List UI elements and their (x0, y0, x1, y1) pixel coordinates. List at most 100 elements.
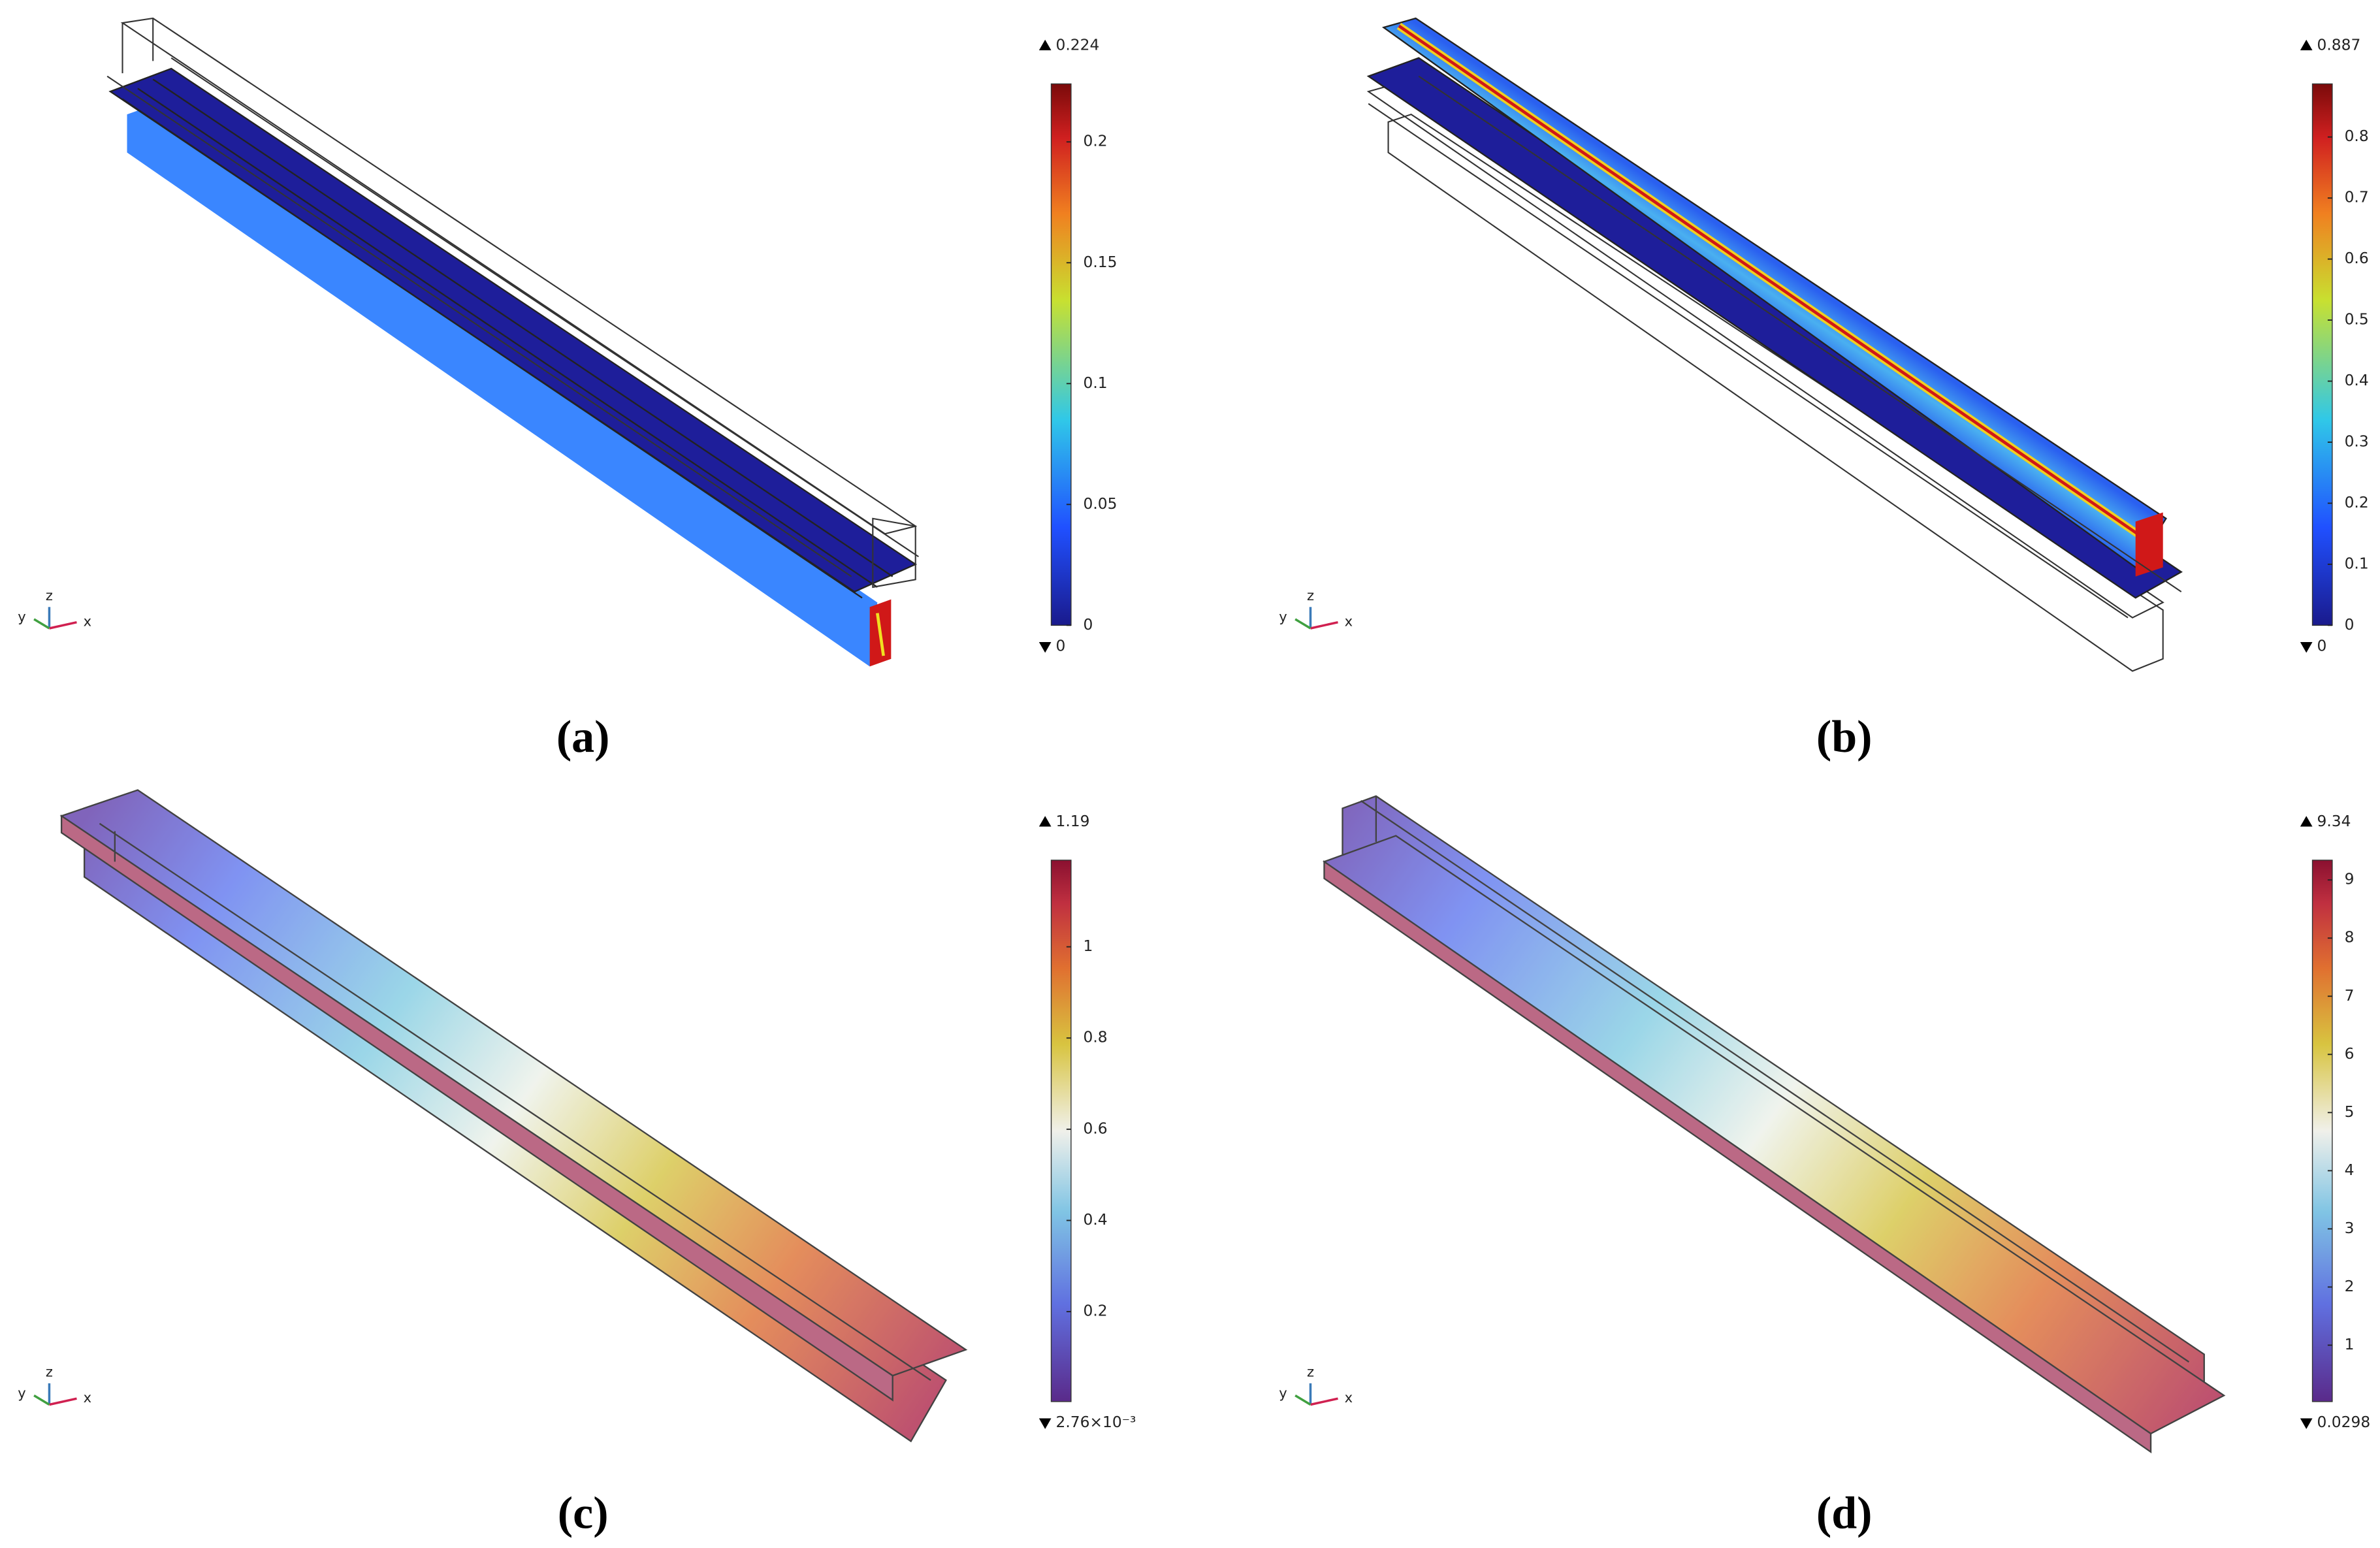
axis-label: y (1279, 609, 1287, 625)
panel-label: (a) (556, 712, 610, 762)
colorbar-tick-label: 0.2 (2345, 493, 2369, 511)
beam-face (60, 814, 893, 1402)
max-marker (1038, 816, 1052, 827)
axis-label: x (1345, 613, 1353, 630)
axis-arrow (33, 618, 50, 630)
colorbar-tick-label: 1 (2345, 1335, 2355, 1353)
axis-arrow (49, 621, 77, 630)
colorbar-tick-label: 6 (2345, 1044, 2355, 1063)
colorbar-tick-label: 0.6 (1084, 1119, 1108, 1137)
max-marker (1038, 39, 1052, 51)
hot-spot (876, 613, 885, 656)
panel-label: (d) (1816, 1488, 1873, 1538)
model-a (106, 17, 919, 667)
panel: (b) z x y 0.887 00 0.1 0.2 0.3 0.4 0.5 0.6 0.7 0.8 (1279, 36, 2368, 762)
model-d (1322, 795, 2226, 1454)
colorbar-tick-label: 0.4 (1084, 1210, 1108, 1229)
colorbar-tick-label: 0.05 (1084, 494, 1118, 513)
hot-stripe (1398, 24, 2152, 545)
colorbar-tick-label: 0.15 (1084, 253, 1118, 271)
axis-label: y (18, 1385, 25, 1401)
axis-label: x (1345, 1389, 1353, 1406)
beam-face (108, 67, 918, 593)
colorbar (1050, 83, 1072, 626)
beam-face (1366, 57, 2183, 599)
axis-arrow (1295, 1395, 1311, 1406)
beam-face (127, 106, 878, 667)
axis-label: z (1307, 1363, 1314, 1379)
wireframe (137, 88, 878, 588)
colorbar-max: 0.887 (2317, 36, 2361, 54)
wireframe (170, 57, 919, 558)
min-marker (2300, 642, 2313, 653)
axis-label: y (1279, 1385, 1287, 1401)
colorbar-tick-label: 2 (2345, 1277, 2355, 1295)
colorbar (1050, 860, 1072, 1402)
colorbar-tick-label: 0.8 (2345, 127, 2369, 145)
panel-label: (c) (558, 1488, 609, 1538)
colorbar-tick-label: 1 (1084, 937, 1093, 955)
axis-arrow (1310, 1397, 1338, 1406)
axis-arrow (1295, 618, 1311, 630)
wireframe (121, 98, 863, 599)
panel: (d) z x y 9.34 0.0298 1 2 3 4 5 6 7 8 9 (1279, 812, 2370, 1538)
min-marker (1038, 1418, 1052, 1429)
colorbar-max: 1.19 (1056, 812, 1090, 830)
colorbar-tick-label: 0.1 (2345, 554, 2369, 572)
colorbar (2311, 83, 2333, 626)
axis-label: x (84, 613, 91, 630)
colorbar-tick-label: 0.8 (1084, 1028, 1108, 1046)
wireframe (120, 17, 918, 535)
colorbar-tick-label: 0 (2345, 615, 2355, 634)
axis-label: z (46, 587, 53, 604)
edge (99, 822, 931, 1381)
colorbar-tick-label: 0.3 (2345, 432, 2369, 450)
colorbar-min: 2.76×10⁻³ (1056, 1413, 1136, 1431)
colorbar-tick-label: 9 (2345, 870, 2355, 888)
colorbar-tick-label: 0.5 (2345, 310, 2369, 329)
edge (1360, 799, 2190, 1363)
colorbar-max: 9.34 (2317, 812, 2351, 830)
model-b (1366, 17, 2183, 672)
wireframe (106, 75, 852, 577)
beam-face (1381, 17, 2167, 569)
beam-face (1322, 835, 2226, 1435)
colorbar-tick-label: 4 (2345, 1161, 2355, 1179)
colorbar-min: 0.0298 (2317, 1413, 2371, 1431)
wireframe (1387, 113, 2164, 672)
wireframe (1368, 103, 2129, 619)
colorbar-tick-label: 0.4 (2345, 371, 2369, 389)
colorbar-tick-label: 0.1 (1084, 374, 1108, 392)
colorbar-tick-label: 8 (2345, 928, 2355, 946)
max-marker (2300, 816, 2313, 827)
colorbar-max: 0.224 (1056, 36, 1100, 54)
axis-arrow (1310, 621, 1338, 630)
min-marker (2300, 1418, 2313, 1429)
wireframe (1418, 75, 2182, 592)
axis-label: z (1307, 587, 1314, 604)
colorbar-tick-label: 0.7 (2345, 188, 2369, 206)
colorbar-min: 0 (2317, 637, 2327, 655)
axis-label: y (18, 609, 25, 625)
panel: (a) z x y 0.224 00 0.05 0.1 0.15 0.2 (18, 36, 1117, 762)
colorbar-tick-label: 0 (1084, 615, 1093, 634)
beam-face (1323, 860, 2152, 1454)
colorbar-tick-label: 0.2 (1084, 132, 1108, 150)
axis-arrow (49, 1397, 77, 1406)
panel: (c) z x y 1.19 2.76×10⁻³ 0.2 0.4 0.6 0.8 1 (18, 812, 1136, 1538)
axis-label: x (84, 1389, 91, 1406)
hot-spot (2135, 512, 2163, 577)
colorbar-tick-label: 3 (2345, 1219, 2355, 1237)
panel-label: (b) (1816, 712, 1873, 762)
wireframe (152, 78, 893, 577)
max-marker (2300, 39, 2313, 51)
colorbar-tick-label: 7 (2345, 986, 2355, 1005)
colorbar-tick-label: 0.2 (1084, 1302, 1108, 1320)
beam-face (59, 789, 968, 1377)
wireframe (872, 517, 916, 589)
colorbar (2311, 860, 2333, 1402)
colorbar-min: 0 (1056, 637, 1066, 655)
axis-arrow (33, 1395, 50, 1406)
